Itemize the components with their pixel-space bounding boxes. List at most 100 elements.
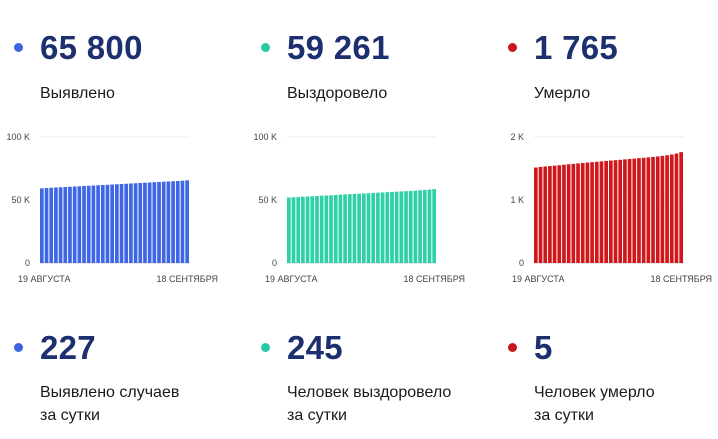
bar (408, 190, 413, 263)
bar (594, 161, 599, 263)
bar (623, 159, 627, 263)
bar (296, 196, 301, 263)
bar (632, 158, 637, 263)
bar (585, 162, 590, 263)
bar (418, 190, 422, 263)
bar (432, 189, 436, 263)
bar (380, 192, 385, 263)
bar (171, 181, 175, 263)
recovered-chart: 0 50 K 100 K 19 АВГУСТА 18 СЕНТЯБРЯ (253, 132, 465, 284)
detected-daily: 227 (40, 329, 96, 366)
bar (324, 195, 329, 263)
bar (147, 182, 152, 263)
detected-daily-label-1: Выявлено случаев (40, 384, 180, 401)
recovered-total: 59 261 (287, 29, 390, 66)
bar (385, 192, 390, 263)
bar (557, 165, 562, 263)
bar (301, 196, 305, 263)
bar (315, 195, 319, 263)
bar (669, 154, 674, 263)
recovered-daily-label-2: за сутки (287, 407, 347, 424)
y-tick-label: 50 K (258, 195, 277, 205)
bar (338, 194, 343, 263)
bar (679, 152, 683, 263)
bar (105, 184, 110, 263)
bar (641, 157, 646, 263)
bar (534, 167, 538, 263)
bar (590, 162, 594, 263)
bar (138, 182, 143, 263)
y-tick-label: 0 (272, 258, 277, 268)
bar (54, 187, 58, 263)
bar (366, 193, 371, 263)
y-tick-label: 50 K (11, 195, 30, 205)
deaths-chart: 0 1 K 2 K 19 АВГУСТА 18 СЕНТЯБРЯ (510, 132, 712, 284)
bar (110, 184, 114, 263)
bar (133, 183, 138, 263)
detected-daily-label-2: за сутки (40, 407, 100, 424)
bar (49, 187, 54, 263)
detected-total: 65 800 (40, 29, 143, 66)
deaths-daily-label-2: за сутки (534, 407, 594, 424)
bar (609, 160, 613, 263)
bar (660, 155, 665, 263)
recovered-daily: 245 (287, 329, 343, 366)
bar (627, 158, 632, 263)
bar (422, 189, 427, 263)
deaths-daily-label-1: Человек умерло (534, 384, 655, 401)
bar (665, 155, 669, 263)
bar (347, 194, 352, 263)
bar (655, 156, 660, 263)
bar (376, 192, 380, 263)
bar (604, 160, 608, 263)
x-tick-label-start: 19 АВГУСТА (512, 274, 565, 284)
bar (100, 185, 105, 263)
bar (352, 193, 357, 263)
bar (115, 184, 119, 263)
bar (185, 180, 189, 263)
bar (86, 185, 91, 263)
bar (305, 196, 310, 263)
bar (390, 191, 394, 263)
recovered-daily-label-1: Человек выздоровело (287, 384, 452, 401)
panel-deaths: 1 765 Умерло 0 1 K 2 K 19 АВГУСТА 18 СЕНТЯБР… (494, 0, 718, 439)
bar (72, 186, 77, 263)
detected-dot (14, 43, 23, 52)
bar (357, 193, 361, 263)
panel-recovered: 59 261 Выздоровело 0 50 K 100 K 19 АВГУСТА 1… (247, 0, 477, 439)
bar (77, 186, 82, 263)
bar (543, 166, 548, 263)
bar (161, 181, 166, 263)
bar (319, 195, 324, 263)
bar (637, 158, 641, 263)
bar (562, 164, 566, 263)
bar (413, 190, 418, 263)
bar (618, 159, 623, 263)
recovered-daily-dot (261, 343, 270, 352)
bar (287, 197, 291, 263)
bar (96, 185, 100, 263)
bar (538, 166, 543, 263)
bar (291, 197, 296, 263)
bar (343, 194, 347, 263)
bar (310, 196, 315, 263)
bar (599, 161, 604, 263)
bar (157, 181, 161, 263)
bar (58, 187, 63, 263)
x-tick-label-end: 18 СЕНТЯБРЯ (403, 274, 465, 284)
y-tick-label: 100 K (6, 132, 30, 142)
deaths-total-label: Умерло (534, 85, 591, 102)
bar (552, 165, 557, 263)
bar (571, 163, 576, 263)
detected-daily-dot (14, 343, 23, 352)
y-tick-label: 1 K (510, 195, 524, 205)
bar (143, 182, 147, 263)
recovered-total-label: Выздоровело (287, 85, 388, 102)
bar (44, 188, 49, 263)
deaths-daily-dot (508, 343, 517, 352)
bar (674, 153, 679, 263)
deaths-daily: 5 (534, 329, 553, 366)
bar (576, 163, 580, 263)
recovered-dot (261, 43, 270, 52)
bar (394, 191, 399, 263)
